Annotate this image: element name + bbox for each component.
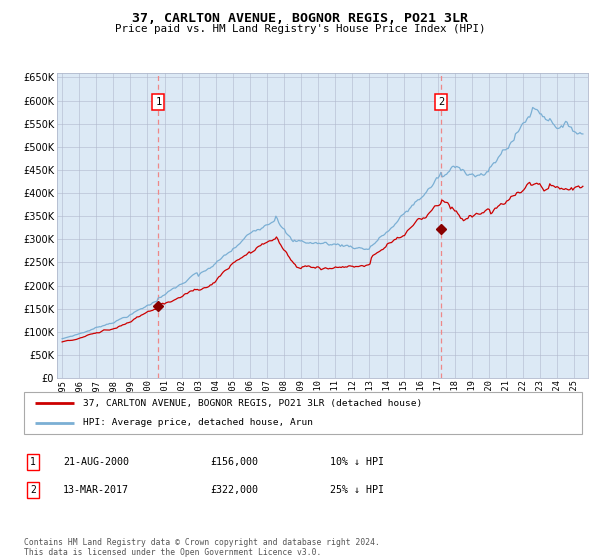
Text: 37, CARLTON AVENUE, BOGNOR REGIS, PO21 3LR: 37, CARLTON AVENUE, BOGNOR REGIS, PO21 3… xyxy=(132,12,468,25)
FancyBboxPatch shape xyxy=(24,392,582,434)
Text: Price paid vs. HM Land Registry's House Price Index (HPI): Price paid vs. HM Land Registry's House … xyxy=(115,24,485,34)
Text: 13-MAR-2017: 13-MAR-2017 xyxy=(63,485,129,495)
Text: 10% ↓ HPI: 10% ↓ HPI xyxy=(330,457,384,467)
Text: 1: 1 xyxy=(30,457,36,467)
Text: 37, CARLTON AVENUE, BOGNOR REGIS, PO21 3LR (detached house): 37, CARLTON AVENUE, BOGNOR REGIS, PO21 3… xyxy=(83,399,422,408)
Text: 1: 1 xyxy=(155,97,161,107)
Text: 25% ↓ HPI: 25% ↓ HPI xyxy=(330,485,384,495)
Text: HPI: Average price, detached house, Arun: HPI: Average price, detached house, Arun xyxy=(83,418,313,427)
Text: £156,000: £156,000 xyxy=(210,457,258,467)
Text: 21-AUG-2000: 21-AUG-2000 xyxy=(63,457,129,467)
Text: £322,000: £322,000 xyxy=(210,485,258,495)
Text: 2: 2 xyxy=(30,485,36,495)
Text: 2: 2 xyxy=(438,97,444,107)
Text: Contains HM Land Registry data © Crown copyright and database right 2024.
This d: Contains HM Land Registry data © Crown c… xyxy=(24,538,380,557)
